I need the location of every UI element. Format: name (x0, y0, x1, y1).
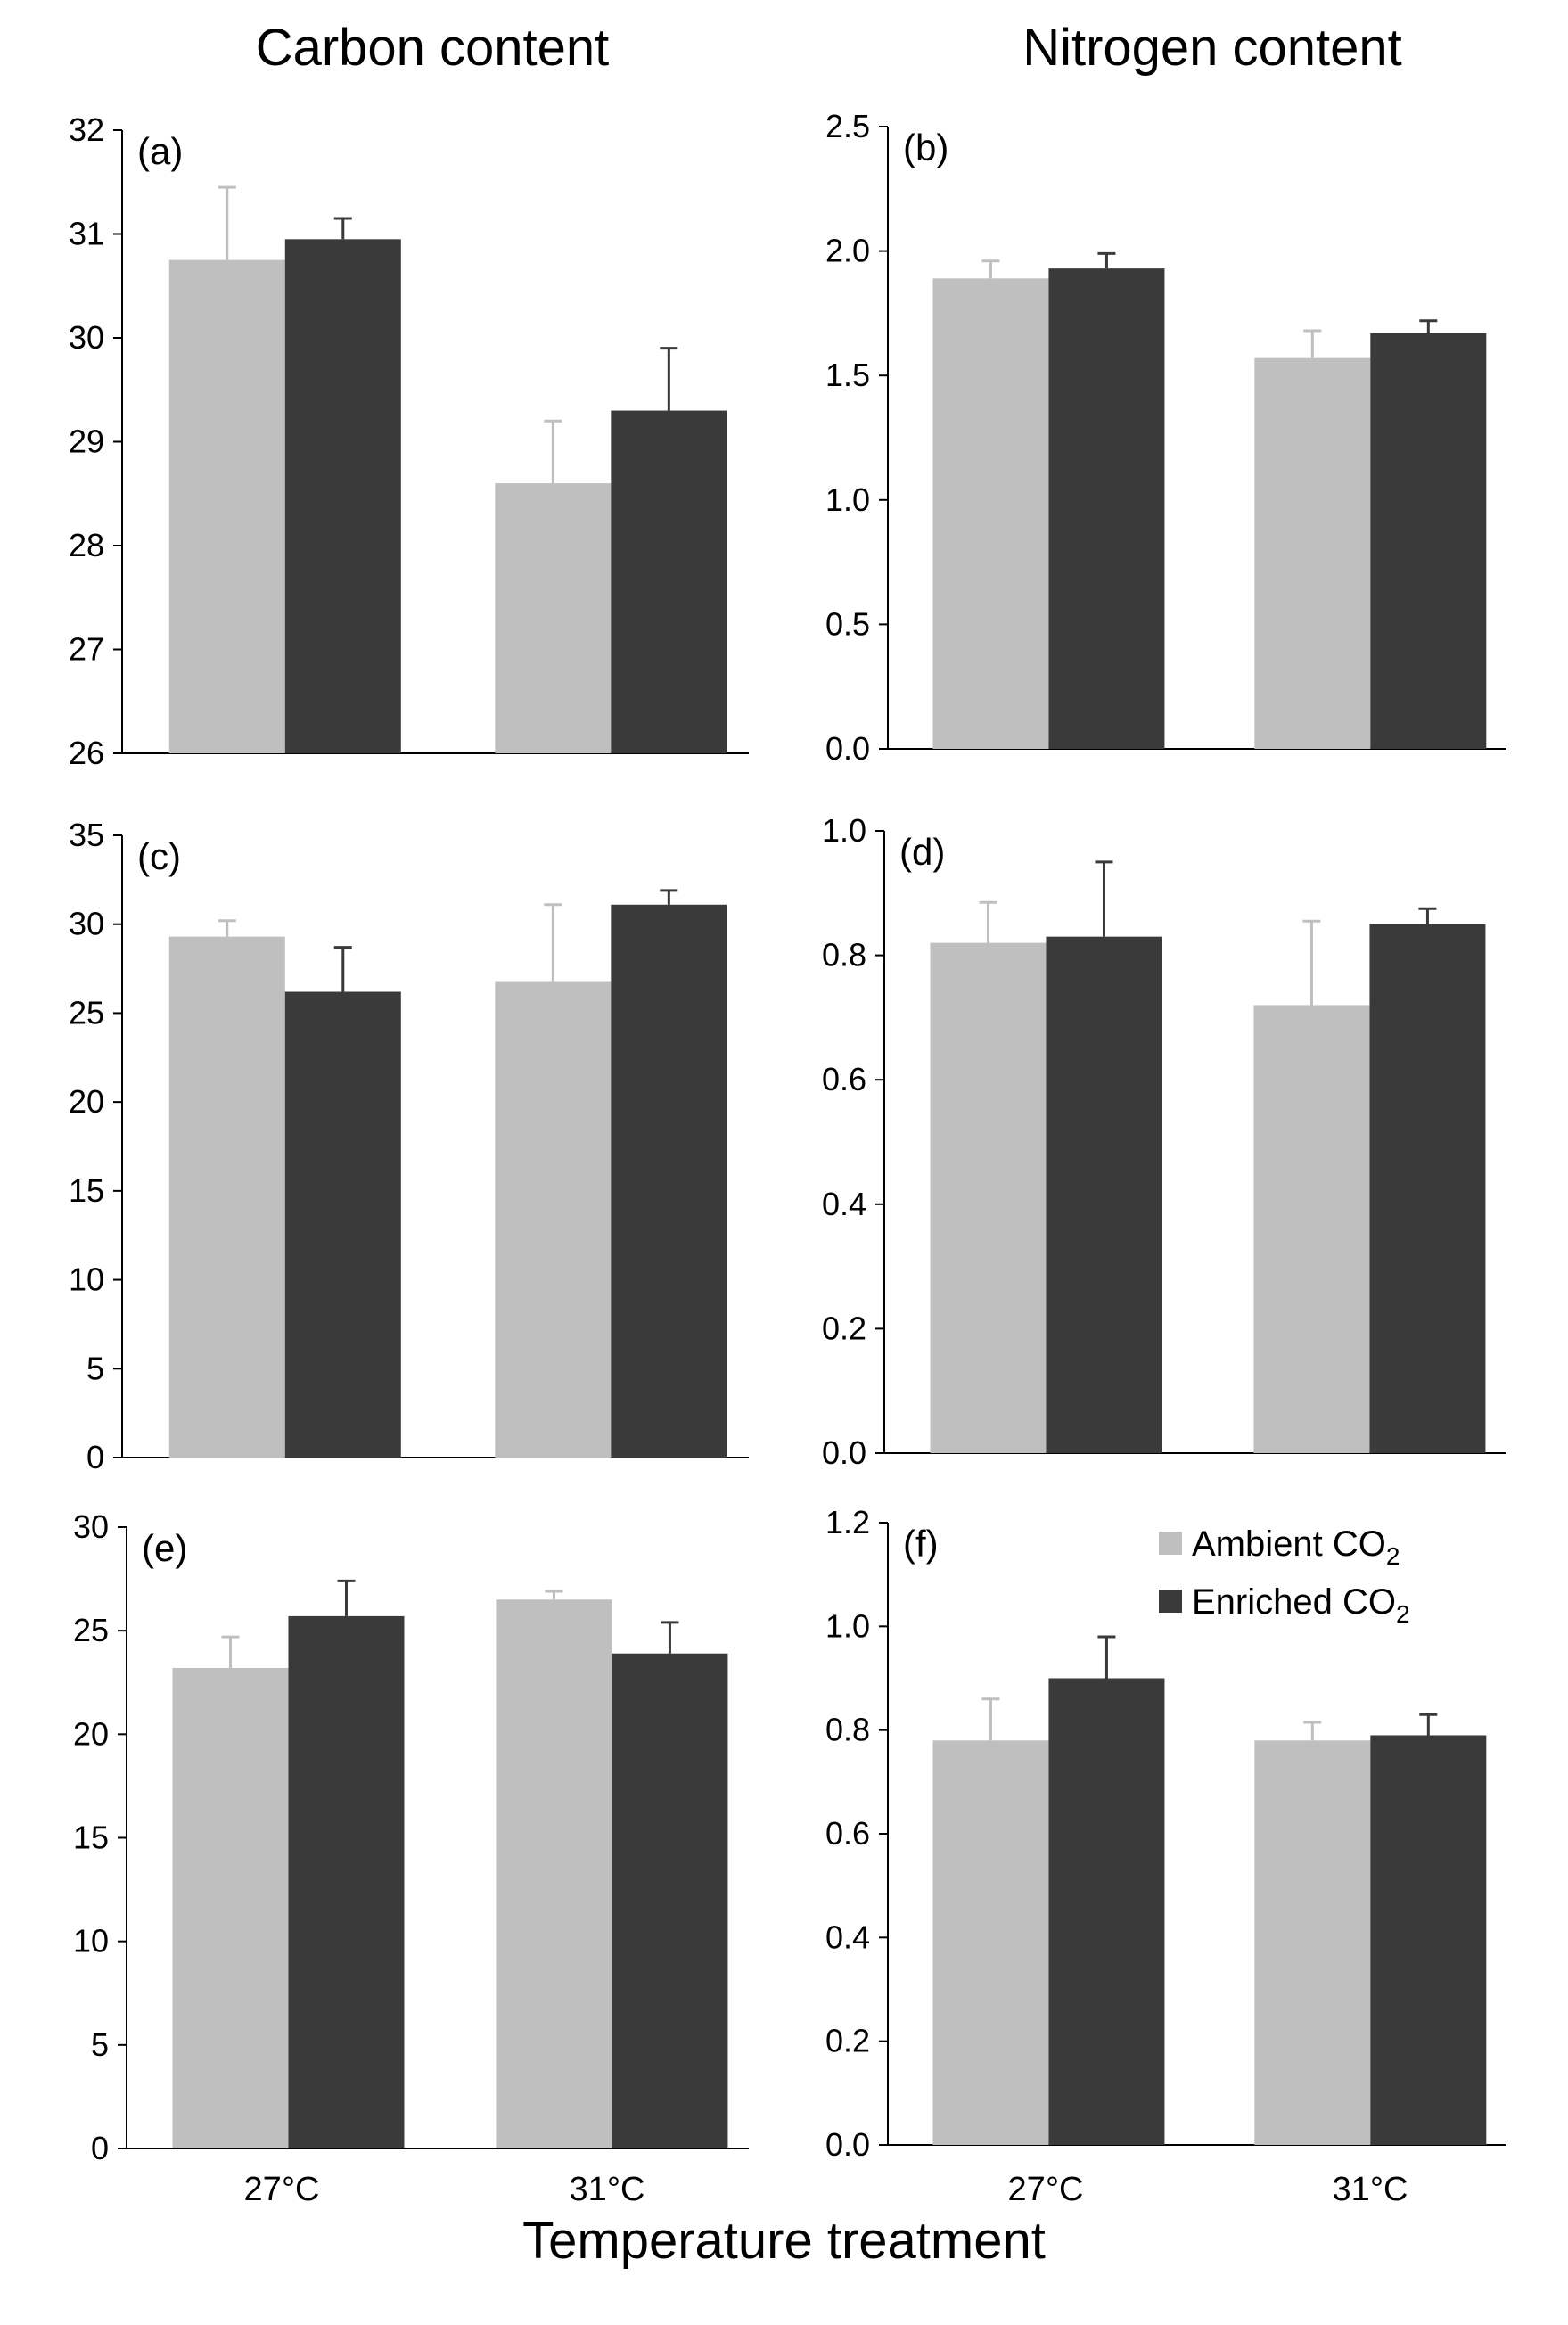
bar-enriched-0 (1048, 268, 1165, 749)
panel-label: (f) (903, 1523, 939, 1565)
bar-enriched-1 (611, 904, 727, 1458)
y-tick-label: 28 (69, 527, 104, 563)
bar-ambient-1 (495, 483, 612, 753)
bar-enriched-1 (1370, 333, 1487, 749)
bar-ambient-0 (172, 1667, 289, 2148)
y-tick-label: 0.0 (822, 1434, 866, 1471)
bar-ambient-1 (495, 981, 612, 1458)
bar-ambient-1 (496, 1599, 612, 2148)
y-tick-label: 29 (69, 423, 104, 460)
chart-panel-1: 0.0 0.5 1.0 1.5 2.0 2.5 (b) (825, 108, 1506, 767)
y-tick-label: 0.5 (825, 605, 870, 642)
y-tick-label: 15 (69, 1172, 104, 1209)
y-tick-label: 0 (86, 1439, 104, 1475)
bar-enriched-1 (612, 1653, 728, 2148)
x-axis-title: Temperature treatment (522, 2212, 1046, 2270)
bar-enriched-0 (1048, 1678, 1165, 2145)
y-tick-label: 25 (73, 1612, 109, 1648)
bar-ambient-1 (1254, 1740, 1371, 2145)
legend-subscript: 2 (1386, 1542, 1400, 1570)
panel-label: (e) (142, 1527, 187, 1569)
panel-label: (d) (899, 831, 945, 873)
chart-panel-5: 0.0 0.2 0.4 0.6 0.8 1.0 1.2 (f) (825, 1504, 1506, 2163)
legend-swatch-enriched (1159, 1590, 1182, 1613)
y-tick-label: 5 (86, 1350, 104, 1386)
y-tick-label: 1.0 (822, 812, 866, 849)
y-tick-label: 15 (73, 1820, 109, 1856)
y-tick-label: 10 (69, 1261, 104, 1298)
column-title-nitrogen: Nitrogen content (1022, 19, 1402, 77)
y-tick-label: 1.0 (825, 481, 870, 518)
bar-enriched-1 (1370, 1735, 1487, 2145)
bar-ambient-0 (932, 278, 1049, 749)
y-tick-label: 20 (69, 1083, 104, 1120)
bar-enriched-0 (1046, 936, 1162, 1453)
y-tick-label: 0.2 (822, 1310, 866, 1346)
y-tick-label: 10 (73, 1923, 109, 1959)
y-tick-label: 20 (73, 1715, 109, 1752)
x-tick-label-right-31: 31°C (1332, 2171, 1408, 2208)
legend-label-ambient: Ambient CO2 (1192, 1524, 1400, 1570)
bar-ambient-0 (168, 259, 285, 753)
panel-label: (a) (137, 130, 183, 172)
bar-ambient-0 (930, 942, 1047, 1453)
chart-panel-2: 0 5 10 15 20 25 30 35 (c) (69, 817, 749, 1475)
y-tick-label: 0.2 (825, 2023, 870, 2059)
y-tick-label: 0.0 (825, 2126, 870, 2163)
bar-enriched-0 (284, 239, 401, 753)
y-tick-label: 0.0 (825, 730, 870, 767)
y-tick-label: 25 (69, 994, 104, 1031)
bar-enriched-1 (1369, 924, 1486, 1453)
y-tick-label: 1.0 (825, 1607, 870, 1644)
y-tick-label: 32 (69, 111, 104, 148)
y-tick-label: 0.4 (825, 1918, 870, 1955)
y-tick-label: 31 (69, 216, 104, 252)
y-tick-label: 0.8 (822, 937, 866, 974)
y-tick-label: 2.5 (825, 108, 870, 144)
column-title-carbon: Carbon content (255, 19, 610, 77)
y-tick-label: 35 (69, 817, 104, 853)
bar-ambient-1 (1254, 357, 1371, 749)
panel-label: (b) (903, 127, 948, 168)
bar-enriched-0 (288, 1615, 405, 2148)
legend-subscript: 2 (1396, 1600, 1410, 1628)
legend: Ambient CO2 Enriched CO2 (1159, 1524, 1410, 1628)
y-tick-label: 2.0 (825, 233, 870, 269)
y-tick-label: 0.6 (822, 1061, 866, 1097)
y-tick-label: 30 (69, 906, 104, 942)
chart-panel-4: 0 5 10 15 20 25 30 (e) (73, 1508, 749, 2166)
panel-label: (c) (137, 835, 181, 877)
y-tick-label: 26 (69, 735, 104, 771)
bar-ambient-0 (168, 936, 285, 1458)
y-tick-label: 27 (69, 631, 104, 668)
chart-panel-0: 26 27 28 29 30 31 32 (a) (69, 111, 749, 771)
x-tick-label-right-27: 27°C (1007, 2171, 1084, 2208)
y-tick-label: 0.8 (825, 1712, 870, 1748)
y-tick-label: 0 (91, 2130, 109, 2166)
bar-ambient-0 (932, 1740, 1049, 2145)
y-tick-label: 5 (91, 2026, 109, 2063)
legend-swatch-ambient (1159, 1532, 1182, 1555)
x-tick-label-left-31: 31°C (569, 2171, 645, 2208)
y-tick-label: 30 (73, 1508, 109, 1545)
bar-enriched-1 (611, 410, 727, 753)
y-tick-label: 1.5 (825, 357, 870, 393)
chart-panel-3: 0.0 0.2 0.4 0.6 0.8 1.0 (d) (822, 812, 1506, 1471)
bar-ambient-1 (1253, 1005, 1370, 1453)
y-tick-label: 0.6 (825, 1815, 870, 1852)
legend-label-enriched: Enriched CO2 (1192, 1582, 1410, 1628)
y-tick-label: 1.2 (825, 1504, 870, 1540)
y-tick-label: 30 (69, 319, 104, 356)
x-tick-label-left-27: 27°C (243, 2171, 320, 2208)
y-tick-label: 0.4 (822, 1186, 866, 1222)
bar-enriched-0 (284, 991, 401, 1458)
